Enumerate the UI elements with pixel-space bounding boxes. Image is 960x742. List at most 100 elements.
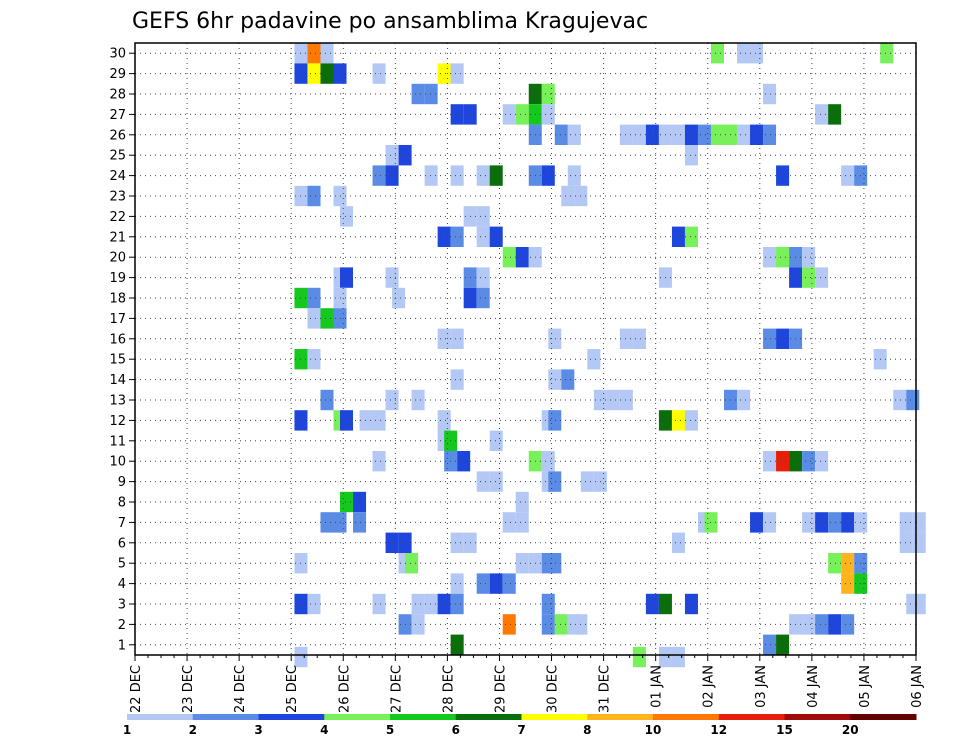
- y-tick-label: 26: [109, 128, 126, 143]
- precip-cell: [893, 389, 907, 411]
- precip-cell: [307, 43, 321, 64]
- precip-cell: [502, 104, 516, 125]
- y-tick-label: 23: [109, 190, 126, 205]
- colorbar-label: 3: [254, 723, 262, 737]
- x-tick-label: 27 DEC: [389, 665, 404, 713]
- precip-cell: [515, 512, 529, 533]
- colorbar-swatch: [653, 714, 720, 720]
- precip-cell: [815, 614, 829, 635]
- precip-cell: [385, 145, 399, 166]
- y-tick-label: 15: [109, 353, 126, 368]
- precip-cell: [320, 43, 334, 64]
- x-tick-label: 23 DEC: [181, 665, 196, 713]
- precip-cell: [580, 471, 594, 492]
- precip-cell: [340, 410, 354, 431]
- precip-cell: [802, 451, 816, 472]
- y-tick-label: 11: [109, 434, 126, 449]
- precip-cell: [541, 593, 555, 615]
- precip-cell: [320, 308, 334, 329]
- precip-cell: [880, 43, 894, 64]
- precip-cell: [489, 226, 503, 247]
- y-axis: 1234567891011121314151617181920212223242…: [109, 47, 135, 653]
- precip-cell: [424, 165, 438, 186]
- precip-cell: [515, 553, 529, 574]
- precip-cell: [776, 634, 790, 655]
- precip-cell: [828, 553, 842, 574]
- colorbar-swatch: [192, 714, 259, 720]
- precip-cell: [437, 328, 451, 349]
- precip-cell: [802, 614, 816, 635]
- precip-cell: [802, 512, 816, 533]
- colorbar-swatch: [258, 714, 325, 720]
- y-tick-label: 19: [109, 271, 126, 286]
- y-tick-label: 4: [118, 577, 126, 592]
- precip-cell: [899, 512, 913, 533]
- x-tick-label: 24 DEC: [233, 665, 248, 713]
- precip-cell: [828, 512, 842, 533]
- x-tick-label: 29 DEC: [493, 665, 508, 713]
- precip-cell: [450, 634, 464, 655]
- y-tick-label: 16: [109, 332, 126, 347]
- precip-cell: [392, 287, 406, 309]
- precip-cell: [554, 614, 568, 635]
- y-tick-label: 8: [118, 496, 126, 511]
- precip-cell: [567, 124, 581, 145]
- precip-cell: [372, 451, 386, 472]
- precip-cell: [763, 124, 777, 145]
- precip-cell: [763, 247, 777, 268]
- precip-cell: [437, 63, 451, 84]
- precip-cell: [710, 124, 725, 145]
- precip-cell: [750, 124, 764, 145]
- precip-cell: [411, 389, 425, 411]
- precip-cell: [424, 593, 438, 615]
- precip-cell: [841, 614, 855, 635]
- y-tick-label: 13: [109, 394, 126, 409]
- precip-cell: [450, 63, 464, 84]
- precip-cell: [632, 646, 646, 668]
- precip-cell: [815, 267, 829, 288]
- precip-cell: [541, 451, 555, 472]
- precip-cell: [372, 165, 386, 186]
- precip-cell: [619, 328, 633, 349]
- precip-cell: [737, 124, 751, 145]
- precip-cell: [912, 512, 926, 533]
- precip-cell: [476, 267, 490, 288]
- precip-cell: [541, 83, 555, 105]
- y-tick-label: 1: [118, 638, 126, 653]
- heatmap-cells: [294, 43, 926, 668]
- x-tick-label: 28 DEC: [441, 665, 456, 713]
- precip-cell: [450, 165, 464, 186]
- precip-cell: [632, 328, 646, 349]
- precip-cell: [684, 124, 698, 145]
- colorbar-label: 12: [710, 723, 727, 737]
- precip-cell: [541, 104, 555, 125]
- precip-cell: [815, 451, 829, 472]
- precip-cell: [294, 646, 308, 668]
- x-tick-label: 03 JAN: [754, 665, 769, 708]
- precip-cell: [450, 104, 464, 125]
- y-tick-label: 22: [109, 210, 126, 225]
- x-tick-label: 01 JAN: [650, 665, 665, 708]
- y-tick-label: 7: [118, 516, 126, 531]
- chart-title: GEFS 6hr padavine po ansamblima Kragujev…: [132, 9, 648, 34]
- x-tick-label: 02 JAN: [702, 665, 717, 708]
- precip-cell: [320, 389, 334, 411]
- precip-cell: [450, 226, 464, 247]
- precip-cell: [515, 247, 529, 268]
- colorbar-label: 15: [776, 723, 793, 737]
- colorbar-label: 4: [320, 723, 328, 737]
- precip-cell: [307, 349, 321, 370]
- precip-cell: [776, 451, 790, 472]
- precip-cell: [684, 226, 698, 247]
- precip-cell: [320, 63, 334, 84]
- precip-cell: [385, 165, 399, 186]
- precip-cell: [450, 532, 464, 553]
- precip-cell: [450, 328, 464, 349]
- x-tick-label: 31 DEC: [598, 665, 613, 713]
- precip-cell: [307, 593, 321, 615]
- precip-cell: [710, 43, 725, 64]
- precip-cell: [841, 165, 855, 186]
- precip-cell: [815, 104, 829, 125]
- colorbar-swatch: [784, 714, 851, 720]
- precip-cell: [658, 646, 672, 668]
